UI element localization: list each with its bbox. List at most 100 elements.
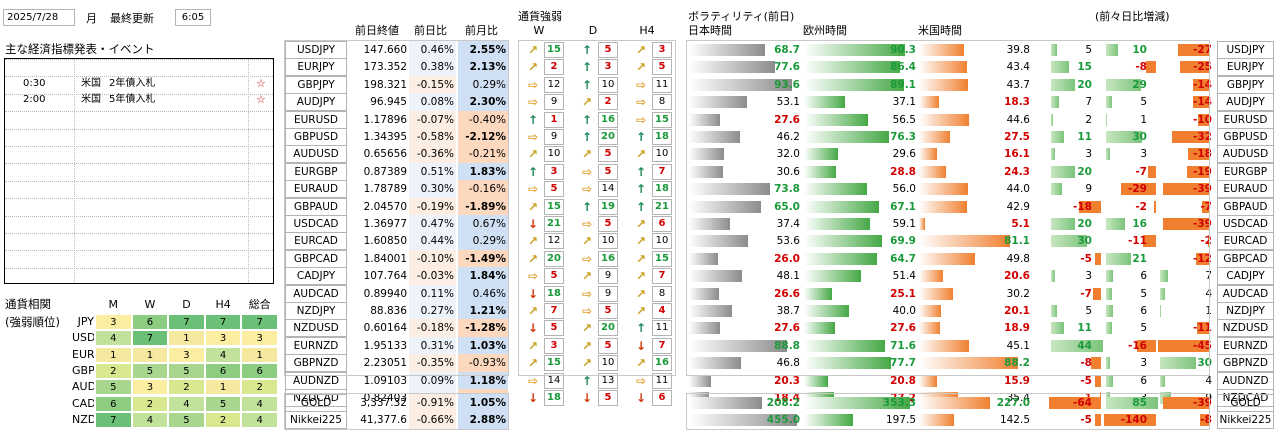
pair-symbol-right[interactable]: EURGBP (1217, 162, 1274, 181)
vol-europe-bar (804, 61, 900, 74)
pair-mchg: -0.16% (458, 180, 508, 199)
pair-symbol-right[interactable]: GBPJPY (1217, 75, 1274, 94)
pair-symbol-right[interactable]: USDCAD (1217, 215, 1274, 233)
events-col-line (248, 59, 249, 283)
vol-tokyo-bar (689, 200, 761, 213)
vol-tokyo-bar (689, 374, 711, 387)
pair-symbol-left[interactable]: GBPUSD (285, 128, 347, 146)
vol-europe-value: 353.3 (882, 397, 916, 409)
pair-symbol-left[interactable]: EURJPY (285, 58, 347, 77)
pair-symbol-right[interactable]: EURJPY (1217, 58, 1274, 77)
pair-symbol-right[interactable]: EURNZD (1217, 336, 1274, 355)
pair-symbol-left[interactable]: USDCAD (285, 215, 347, 233)
pair-symbol-left[interactable]: NZDUSD (285, 319, 347, 338)
strength-arrow-icon: ↑ (581, 112, 593, 127)
vol-europe-value: 28.8 (890, 165, 916, 178)
pair-symbol-left[interactable]: GBPCAD (285, 249, 347, 268)
pair-mchg: 2.13% (458, 58, 508, 77)
rank-cell: 7 (168, 314, 205, 330)
pair-mchg: -1.28% (458, 319, 508, 338)
vol-delta-bar (1104, 414, 1156, 427)
vol-us-value: 18.9 (1004, 322, 1030, 335)
event-country: 米国 (81, 94, 101, 105)
vol-europe-bar (804, 322, 835, 335)
vol-tokyo-value: 48.1 (776, 270, 800, 283)
vol-delta-bar (1051, 131, 1065, 143)
vol-delta-value: -7 (1200, 200, 1212, 213)
pair-symbol-left[interactable]: EURAUD (285, 180, 347, 199)
pair-symbol-left[interactable]: EURUSD (285, 110, 347, 129)
pair-symbol-left[interactable]: EURCAD (285, 232, 347, 251)
vol-delta-value: 1 (1205, 305, 1212, 317)
vol-delta-bar (1051, 183, 1062, 196)
pair-symbol-left[interactable]: AUDCAD (285, 284, 347, 303)
pair-symbol-right[interactable]: EURAUD (1217, 180, 1274, 199)
pair-symbol-right[interactable]: GBPUSD (1217, 128, 1274, 146)
pair-dchg: 0.27% (409, 302, 456, 320)
pair-symbol-left[interactable]: Nikkei225 (285, 411, 347, 430)
pair-symbol-left[interactable]: NZDJPY (285, 302, 347, 320)
pair-close: 2.23051 (363, 357, 407, 370)
vol-delta-bar (1106, 252, 1132, 265)
vol-delta-bar (1106, 287, 1112, 300)
rank-currency: GBP (72, 363, 94, 377)
pair-symbol-right[interactable]: NZDUSD (1217, 319, 1274, 338)
pair-symbol-right[interactable]: CADJPY (1217, 267, 1274, 286)
strength-arrow-icon: ↗ (635, 356, 647, 371)
pair-close: 1.34395 (363, 131, 407, 143)
vol-us-bar (919, 200, 967, 213)
vol-tokyo-bar (689, 252, 718, 265)
strength-rank: 5 (544, 181, 564, 198)
vol-europe-header: 欧州時間 (803, 24, 847, 37)
pair-symbol-right[interactable]: AUDCAD (1217, 284, 1274, 303)
vol-delta-bar (1160, 374, 1165, 387)
pair-symbol-left[interactable]: USDJPY (285, 41, 347, 59)
pair-symbol-left[interactable]: AUDJPY (285, 93, 347, 112)
pair-symbol-right[interactable]: NZDJPY (1217, 302, 1274, 320)
vol-tokyo-bar (689, 357, 741, 370)
vol-delta-value: -27 (1193, 44, 1212, 56)
strength-rank: 7 (652, 337, 672, 354)
event-star-icon[interactable]: ☆ (256, 93, 266, 106)
vol-tokyo-bar (689, 96, 747, 109)
pair-symbol-left[interactable]: GBPJPY (285, 75, 347, 94)
pair-dchg: 0.11% (409, 284, 456, 303)
rank-cell: 3 (168, 346, 205, 363)
pair-symbol-left[interactable]: EURGBP (285, 162, 347, 181)
pair-symbol-right[interactable]: Nikkei225 (1217, 411, 1274, 430)
strength-col-header: W (533, 24, 545, 37)
pair-dchg: 0.09% (409, 371, 456, 390)
vol-tokyo-value: 208.2 (766, 397, 800, 409)
pair-symbol-right[interactable]: USDJPY (1217, 41, 1274, 59)
pair-symbol-left[interactable]: AUDUSD (285, 145, 347, 164)
pair-symbol-right[interactable]: GBPAUD (1217, 197, 1274, 216)
pair-symbol-left[interactable]: GOLD (285, 394, 347, 412)
event-star-icon[interactable]: ☆ (256, 77, 266, 90)
pair-dchg: -0.07% (409, 110, 456, 129)
pair-symbol-right[interactable]: GOLD (1217, 394, 1274, 412)
vol-delta-value: 5 (1085, 44, 1092, 56)
vol-europe-value: 20.8 (890, 374, 916, 387)
pair-symbol-left[interactable]: EURNZD (285, 336, 347, 355)
pair-symbol-right[interactable]: AUDUSD (1217, 145, 1274, 164)
pair-mchg: 0.29% (458, 232, 508, 251)
vol-tokyo-value: 18.4 (774, 392, 800, 404)
pair-dchg: 0.46% (409, 41, 456, 59)
pair-symbol-right[interactable]: EURUSD (1217, 110, 1274, 129)
pair-symbol-right[interactable]: AUDJPY (1217, 93, 1274, 112)
pair-symbol-right[interactable]: AUDNZD (1217, 371, 1274, 390)
pair-symbol-left[interactable]: CADJPY (285, 267, 347, 286)
pair-symbol-left[interactable]: GBPNZD (285, 354, 347, 373)
pair-symbol-right[interactable]: GBPNZD (1217, 354, 1274, 373)
pair-close: 1.95133 (363, 339, 407, 352)
pair-symbol-right[interactable]: EURCAD (1217, 232, 1274, 251)
pair-dchg: 0.31% (409, 336, 456, 355)
strength-arrow-icon: ↗ (635, 147, 647, 162)
pair-symbol-right[interactable]: GBPCAD (1217, 249, 1274, 268)
pair-symbol-left[interactable]: AUDNZD (285, 371, 347, 390)
vol-delta-value: -5 (1080, 374, 1092, 387)
rank-cell: 7 (241, 314, 278, 330)
header-date-box: 2025/7/28 (3, 9, 75, 26)
pair-symbol-left[interactable]: GBPAUD (285, 197, 347, 216)
vol-delta-bar (1051, 44, 1057, 56)
